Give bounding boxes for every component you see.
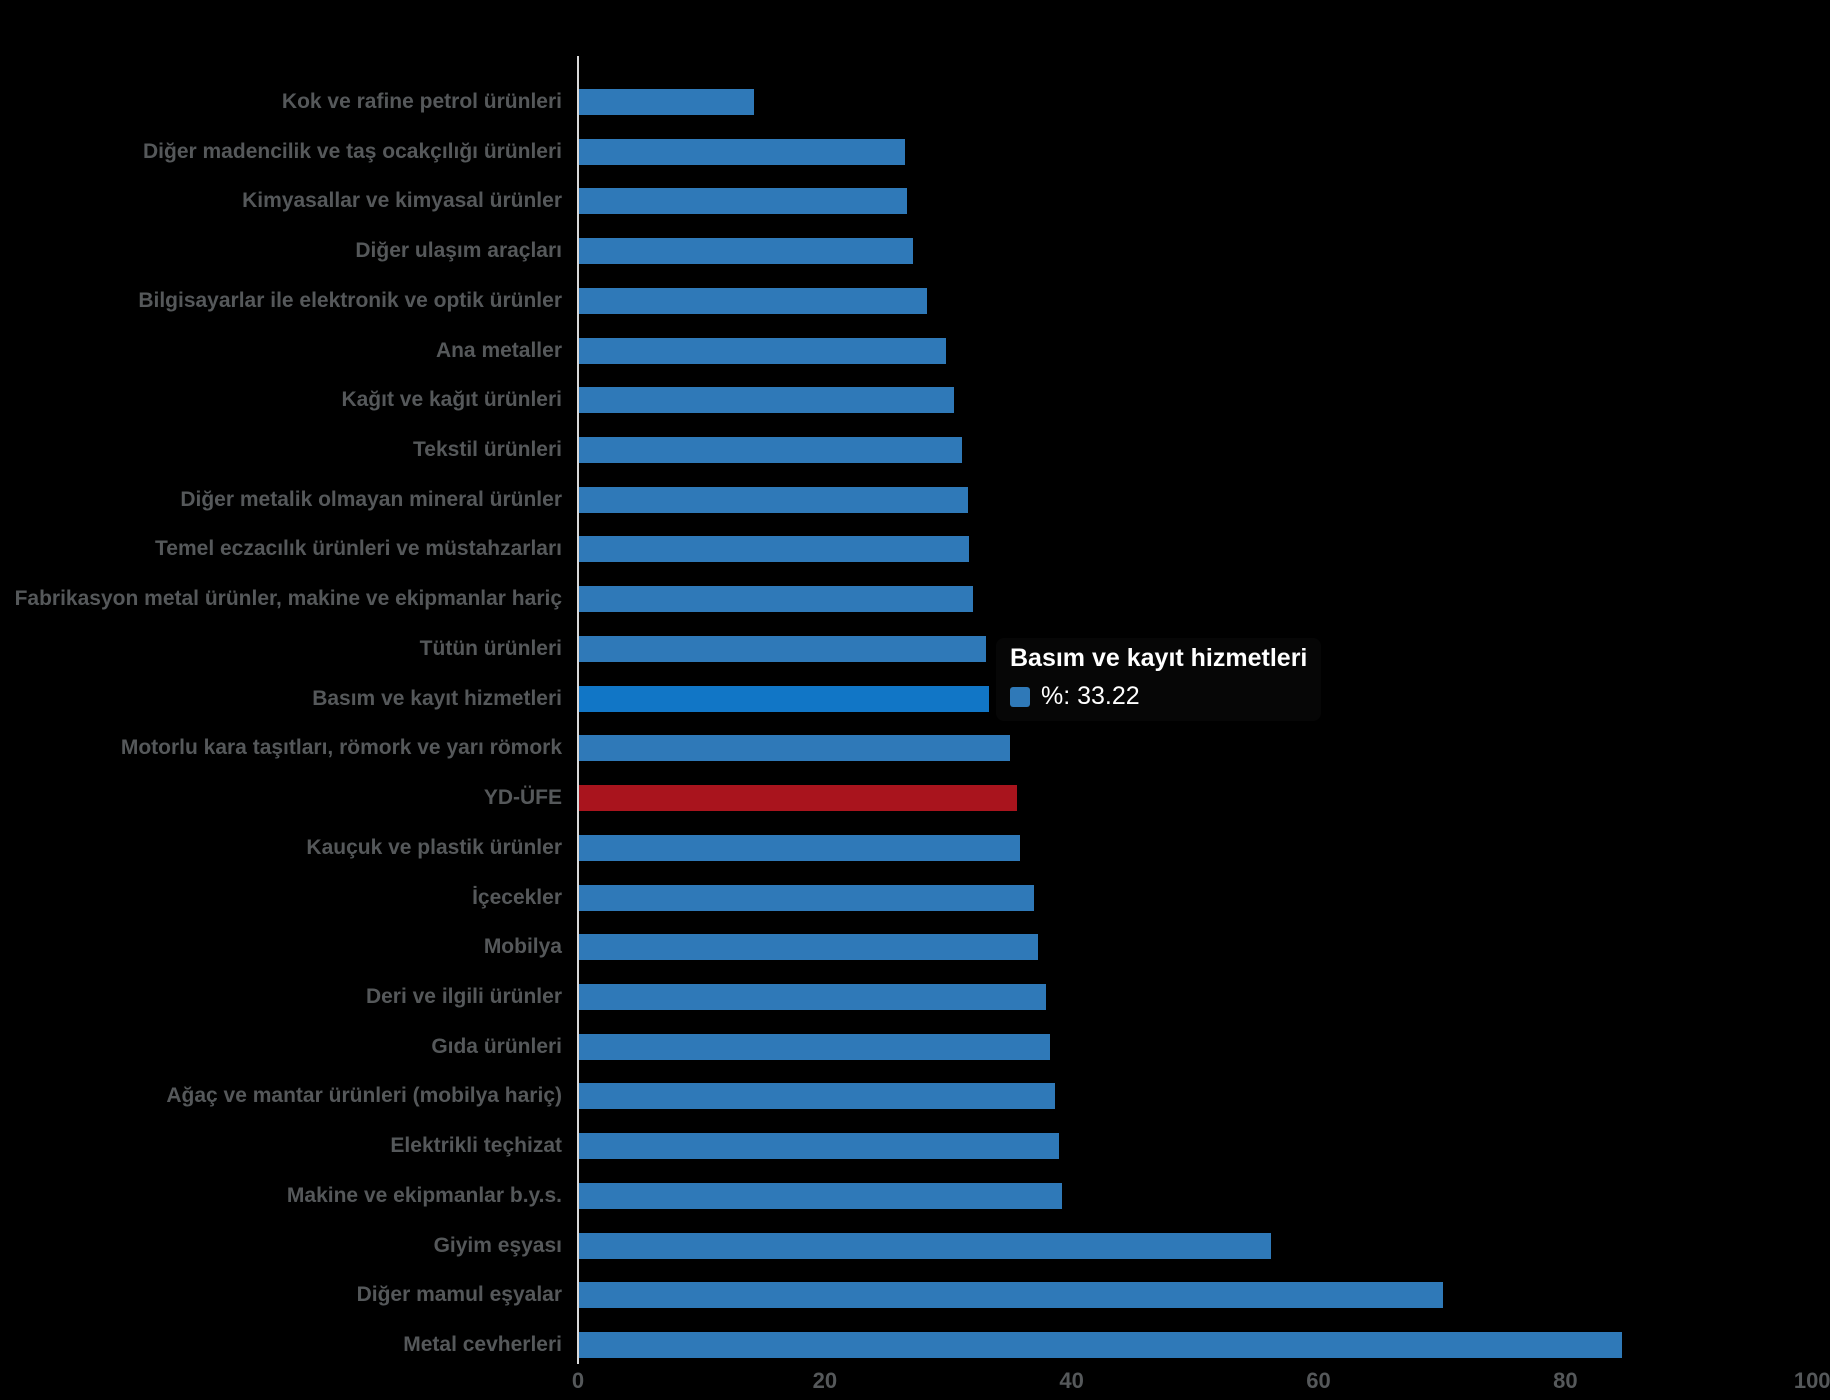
bar[interactable] (579, 337, 946, 364)
category-label: Kauçuk ve plastik ürünler (306, 835, 562, 859)
bar[interactable] (579, 1033, 1050, 1060)
tooltip: Basım ve kayıt hizmetleri %: 33.22 (996, 638, 1322, 721)
category-label: Metal cevherleri (403, 1333, 562, 1356)
bar[interactable] (579, 89, 754, 115)
bar[interactable] (579, 1332, 1622, 1358)
category-label: Kağıt ve kağıt ürünleri (341, 388, 562, 412)
bar[interactable] (579, 1133, 1059, 1160)
tooltip-title: Basım ve kayıt hizmetleri (1010, 644, 1308, 672)
bar-hovered[interactable] (579, 685, 989, 712)
category-label: YD-ÜFE (483, 786, 562, 810)
bar[interactable] (579, 238, 913, 265)
category-label: Diğer metalik olmayan mineral ürünler (180, 487, 562, 511)
bar[interactable] (579, 138, 905, 165)
category-label: Tekstil ürünleri (413, 438, 562, 462)
x-axis-tick-label: 80 (1553, 1368, 1578, 1393)
category-label: Basım ve kayıt hizmetleri (312, 686, 562, 710)
category-label: Elektrikli teçhizat (390, 1134, 562, 1158)
bar[interactable] (579, 884, 1034, 911)
x-axis-tick-label: 20 (812, 1368, 838, 1393)
category-label: Diğer ulaşım araçları (355, 239, 562, 263)
bar[interactable] (579, 1182, 1062, 1209)
bar[interactable] (579, 635, 986, 662)
bar[interactable] (579, 536, 969, 563)
category-label: Temel eczacılık ürünleri ve müstahzarlar… (155, 537, 562, 561)
bar[interactable] (579, 437, 962, 464)
x-axis-tick-label: 0 (571, 1368, 585, 1393)
category-label: Kimyasallar ve kimyasal ürünler (242, 189, 562, 213)
category-label: Bilgisayarlar ile elektronik ve optik ür… (138, 288, 562, 312)
category-label: İçecekler (472, 885, 562, 909)
x-axis-tick-label: 60 (1306, 1368, 1331, 1393)
category-label: Tütün ürünleri (419, 636, 562, 660)
bar[interactable] (579, 735, 1010, 762)
x-axis-tick-label: 40 (1059, 1368, 1084, 1393)
category-label: Makine ve ekipmanlar b.y.s. (286, 1183, 562, 1207)
tooltip-series-swatch (1010, 686, 1030, 707)
bar[interactable] (579, 1083, 1055, 1110)
bar[interactable] (579, 188, 907, 215)
bar[interactable] (579, 1282, 1443, 1309)
category-label: Diğer mamul eşyalar (356, 1283, 562, 1307)
bar[interactable] (579, 287, 927, 314)
category-label: Mobilya (483, 935, 562, 959)
bar-yd-ufe[interactable] (579, 785, 1017, 812)
category-label: Motorlu kara taşıtları, römork ve yarı r… (120, 736, 562, 760)
y-axis-line (577, 56, 579, 1364)
x-axis-tick-label: 100 (1793, 1368, 1830, 1393)
category-label: Ağaç ve mantar ürünleri (mobilya hariç) (166, 1084, 562, 1108)
bar[interactable] (579, 387, 954, 414)
bar[interactable] (579, 834, 1020, 861)
bar[interactable] (579, 934, 1038, 961)
category-label: Ana metaller (435, 338, 562, 362)
category-label: Gıda ürünleri (431, 1034, 562, 1058)
category-label: Fabrikasyon metal ürünler, makine ve eki… (14, 587, 562, 611)
bar[interactable] (579, 486, 968, 513)
bar[interactable] (579, 1232, 1271, 1259)
category-label: Deri ve ilgili ürünler (365, 984, 562, 1008)
tooltip-row: %: 33.22 (1010, 682, 1307, 711)
category-label: Giyim eşyası (433, 1233, 562, 1257)
bar[interactable] (579, 983, 1046, 1010)
bar[interactable] (579, 586, 973, 613)
tooltip-value: %: 33.22 (1041, 682, 1140, 710)
category-label: Diğer madencilik ve taş ocakçılığı ürünl… (143, 139, 562, 163)
category-label: Kok ve rafine petrol ürünleri (281, 90, 562, 113)
